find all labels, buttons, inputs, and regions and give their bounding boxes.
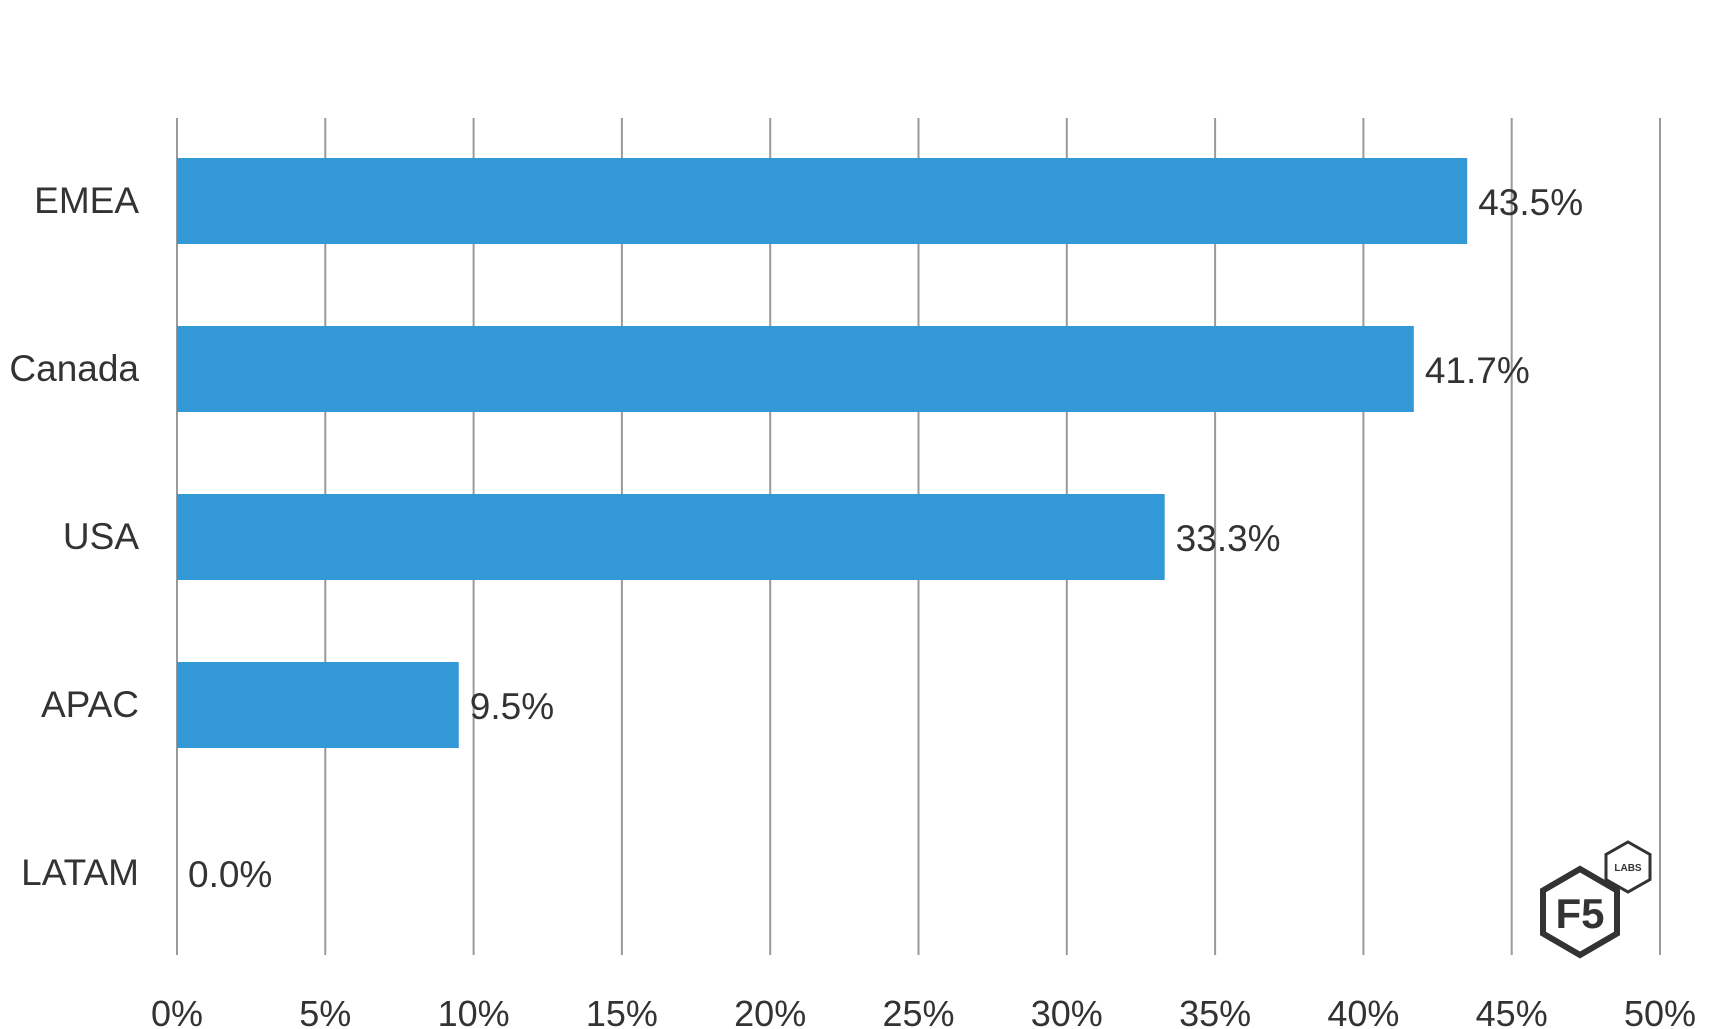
bar bbox=[177, 662, 459, 748]
x-tick-label: 45% bbox=[1476, 993, 1548, 1029]
x-tick-label: 50% bbox=[1624, 993, 1696, 1029]
data-label: 0.0% bbox=[188, 854, 272, 895]
bar bbox=[177, 494, 1165, 580]
bar bbox=[177, 158, 1468, 244]
data-label: 43.5% bbox=[1478, 182, 1583, 223]
category-label: APAC bbox=[41, 684, 139, 725]
logo-main-text: F5 bbox=[1555, 890, 1604, 937]
x-tick-label: 30% bbox=[1031, 993, 1103, 1029]
category-labels: EMEA Canada USA APAC LATAM bbox=[9, 180, 139, 893]
category-label: USA bbox=[63, 516, 139, 557]
x-tick-label: 10% bbox=[438, 993, 510, 1029]
x-tick-label: 40% bbox=[1327, 993, 1399, 1029]
x-tick-label: 35% bbox=[1179, 993, 1251, 1029]
x-tick-label: 0% bbox=[151, 993, 203, 1029]
x-tick-label: 25% bbox=[882, 993, 954, 1029]
category-label: EMEA bbox=[34, 180, 139, 221]
x-tick-labels: 0% 5% 10% 15% 20% 25% 30% 35% 40% 45% 50% bbox=[151, 993, 1696, 1029]
data-label: 33.3% bbox=[1176, 518, 1281, 559]
bar bbox=[177, 326, 1414, 412]
data-labels: 43.5% 41.7% 33.3% 9.5% 0.0% bbox=[188, 182, 1583, 895]
x-tick-label: 5% bbox=[299, 993, 351, 1029]
data-label: 9.5% bbox=[470, 686, 554, 727]
bars bbox=[177, 158, 1468, 748]
labs-hexagon-icon bbox=[1604, 840, 1652, 894]
x-tick-label: 20% bbox=[734, 993, 806, 1029]
f5-labs-logo: F5 LABS bbox=[1540, 840, 1652, 959]
data-label: 41.7% bbox=[1425, 350, 1530, 391]
x-tick-label: 15% bbox=[586, 993, 658, 1029]
category-label: Canada bbox=[9, 348, 139, 389]
f5-hexagon-icon bbox=[1540, 865, 1620, 959]
logo-badge-text: LABS bbox=[1614, 863, 1642, 874]
category-label: LATAM bbox=[21, 852, 139, 893]
